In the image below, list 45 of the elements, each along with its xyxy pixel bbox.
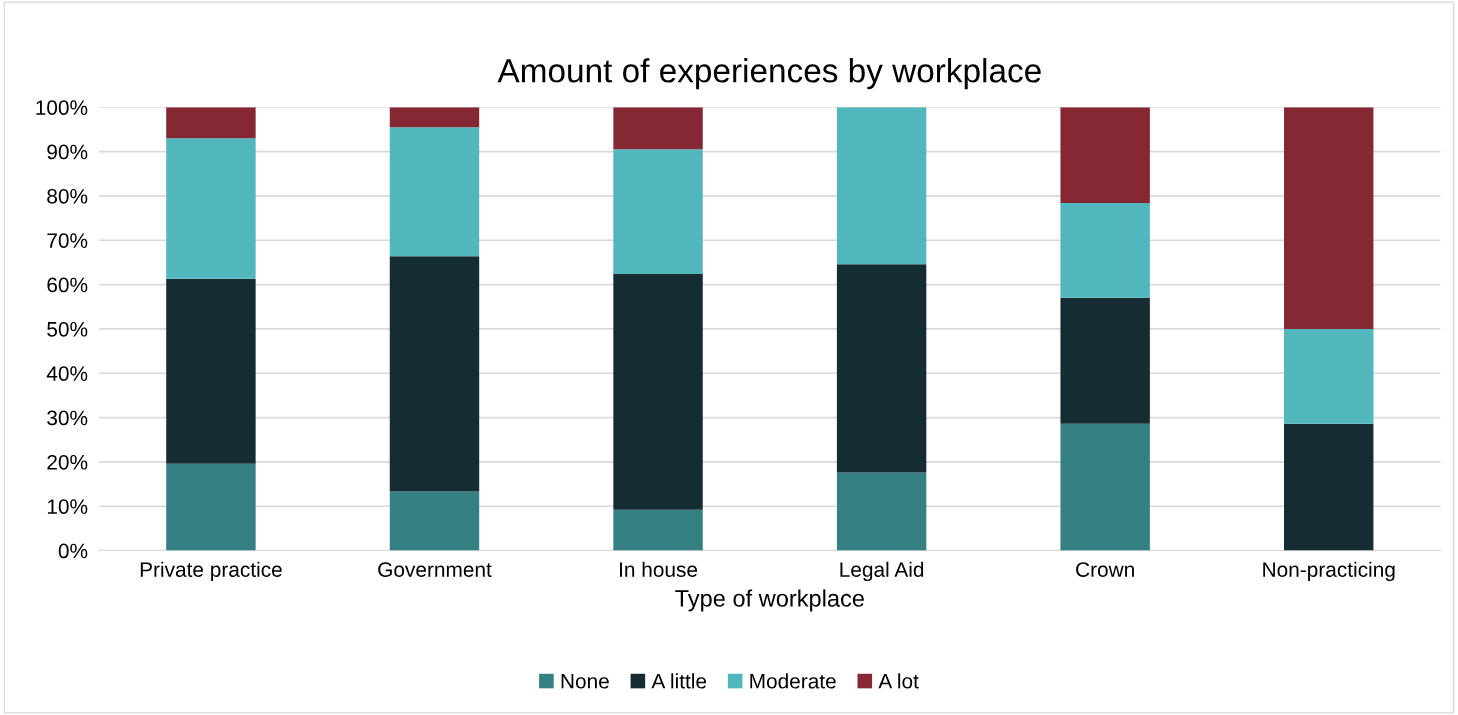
bar xyxy=(1060,203,1150,298)
legend-label: Moderate xyxy=(750,673,836,689)
x-tick-label: In house xyxy=(620,561,698,577)
bar xyxy=(1284,423,1374,551)
bar xyxy=(389,107,480,128)
bar xyxy=(166,107,256,139)
bar xyxy=(166,463,256,551)
bar xyxy=(1284,107,1374,329)
y-tick-label: 70% xyxy=(47,233,88,248)
bar xyxy=(836,107,927,265)
y-tick-label: 80% xyxy=(47,188,88,204)
y-tick-label: 10% xyxy=(47,499,88,514)
x-axis-title: Type of workplace xyxy=(675,589,864,612)
y-tick-label: 40% xyxy=(46,366,88,381)
bar xyxy=(1284,328,1374,424)
bar xyxy=(389,256,480,492)
x-tick-label: Crown xyxy=(1076,562,1134,577)
x-tick-label: Government xyxy=(378,562,492,577)
bar xyxy=(613,149,703,274)
x-tick-label: Non-practicing xyxy=(1263,561,1395,582)
y-tick-label: 90% xyxy=(47,144,88,160)
y-tick-label: 100% xyxy=(36,100,88,115)
bar xyxy=(836,264,927,473)
bar xyxy=(836,472,927,551)
bar xyxy=(1060,107,1150,203)
bar xyxy=(389,491,480,551)
bar xyxy=(1060,423,1150,551)
x-tick-label: Legal Aid xyxy=(840,561,924,582)
bar xyxy=(1060,297,1150,424)
y-tick-label: 60% xyxy=(47,277,88,293)
legend-label: A little xyxy=(651,673,707,689)
bar xyxy=(613,273,703,510)
legend-label: A lot xyxy=(878,673,919,689)
y-tick-label: 50% xyxy=(47,321,88,337)
chart-title: Amount of experiences by workplace xyxy=(497,58,1041,90)
bar xyxy=(613,509,703,551)
bar xyxy=(166,138,256,279)
y-tick-label: 0% xyxy=(58,543,88,559)
y-tick-label: 30% xyxy=(47,410,88,426)
legend-label: None xyxy=(561,674,609,689)
bar xyxy=(389,127,480,257)
bar xyxy=(166,278,256,464)
x-tick-label: Private practice xyxy=(140,561,282,582)
y-tick-label: 20% xyxy=(47,454,88,470)
bar xyxy=(613,107,703,150)
